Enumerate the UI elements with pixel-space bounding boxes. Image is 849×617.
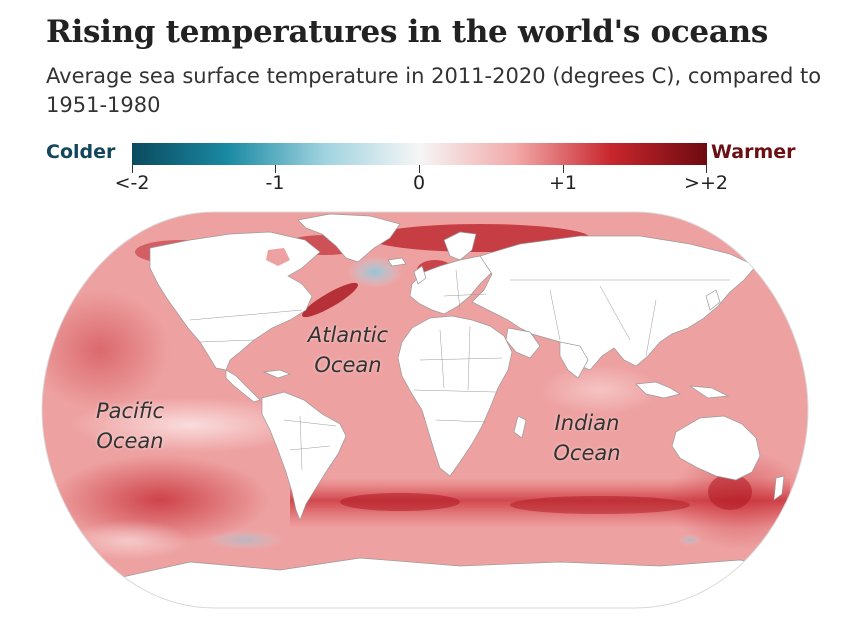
pacific-label-line1: Pacific bbox=[95, 399, 165, 423]
map-outline bbox=[41, 211, 809, 609]
asia bbox=[471, 235, 757, 371]
world-map-svg bbox=[41, 211, 809, 609]
japan bbox=[705, 289, 721, 311]
ocean-cool-patch bbox=[678, 534, 702, 546]
legend-tick-mark bbox=[706, 165, 707, 173]
scandinavia bbox=[443, 231, 477, 261]
madagascar bbox=[513, 415, 527, 439]
border-line bbox=[435, 419, 487, 423]
border-line bbox=[549, 289, 561, 341]
legend-warmer-label: Warmer bbox=[711, 141, 796, 163]
ocean-cool-patch bbox=[347, 256, 403, 288]
ocean-pale-patch bbox=[70, 397, 310, 453]
legend-tick-mark bbox=[563, 165, 564, 173]
indian-label-line1: Indian bbox=[554, 411, 620, 435]
gulf-stream-hotspot bbox=[302, 282, 358, 318]
border-line bbox=[419, 357, 503, 361]
ocean-warm-patch bbox=[42, 290, 170, 410]
africa bbox=[397, 315, 513, 477]
legend-tick-label-minus-one: -1 bbox=[265, 172, 285, 194]
atlantic-ocean-label: Atlantic Ocean bbox=[288, 320, 408, 380]
border-line bbox=[439, 329, 445, 389]
legend-color-scale bbox=[132, 143, 707, 165]
border-line bbox=[299, 415, 303, 471]
caribbean-islands bbox=[262, 369, 292, 379]
antarctica bbox=[42, 557, 808, 608]
ocean-pale-patch bbox=[70, 520, 190, 560]
pacific-ocean-label: Pacific Ocean bbox=[70, 396, 190, 456]
border-line bbox=[289, 445, 331, 451]
border-line bbox=[599, 285, 631, 341]
southern-ocean-hotspot bbox=[510, 496, 690, 514]
legend-tick-mark bbox=[419, 165, 420, 173]
legend-tick-label-zero: 0 bbox=[412, 172, 426, 194]
iceland bbox=[387, 257, 407, 267]
new-zealand bbox=[773, 475, 785, 501]
australia bbox=[671, 415, 761, 481]
border-line bbox=[189, 309, 303, 321]
southeast-asia-islands bbox=[635, 381, 730, 399]
central-america bbox=[225, 369, 261, 403]
europe bbox=[409, 255, 501, 315]
south-america bbox=[261, 391, 347, 521]
legend-colder-label: Colder bbox=[46, 141, 116, 163]
tasman-sea-hotspot bbox=[708, 474, 752, 510]
atlantic-label-line2: Ocean bbox=[314, 353, 382, 377]
indian-label-line2: Ocean bbox=[553, 441, 621, 465]
indian-subcontinent bbox=[559, 341, 589, 379]
ocean-cool-patch bbox=[205, 530, 285, 550]
greenland bbox=[297, 213, 401, 263]
southern-ocean-hotspot bbox=[340, 493, 460, 511]
border-line bbox=[413, 389, 497, 393]
border-line bbox=[283, 419, 337, 427]
border-line bbox=[199, 339, 255, 343]
legend-tick-label-max: >+2 bbox=[684, 172, 728, 194]
world-map: Atlantic Ocean Pacific Ocean Indian Ocea… bbox=[40, 210, 810, 610]
border-line bbox=[443, 293, 487, 297]
indian-ocean-label: Indian Ocean bbox=[527, 408, 647, 468]
north-america bbox=[149, 231, 321, 371]
chart-title: Rising temperatures in the world's ocean… bbox=[46, 14, 769, 50]
border-line bbox=[645, 299, 657, 357]
legend-tick-label-plus-one: +1 bbox=[548, 172, 578, 194]
chart-subtitle: Average sea surface temperature in 2011-… bbox=[46, 64, 822, 117]
border-line bbox=[455, 269, 461, 311]
british-isles bbox=[413, 265, 427, 285]
legend-tick-label-min: <-2 bbox=[114, 172, 150, 194]
atlantic-label-line1: Atlantic bbox=[307, 323, 389, 347]
border-line bbox=[467, 325, 471, 391]
continents bbox=[42, 213, 808, 608]
legend-tick-mark bbox=[275, 165, 276, 173]
pacific-label-line2: Ocean bbox=[96, 429, 164, 453]
ocean-pale-patch bbox=[540, 365, 660, 415]
hudson-bay-area bbox=[266, 248, 290, 266]
legend-tick-mark bbox=[132, 165, 133, 173]
country-borders bbox=[189, 269, 730, 471]
